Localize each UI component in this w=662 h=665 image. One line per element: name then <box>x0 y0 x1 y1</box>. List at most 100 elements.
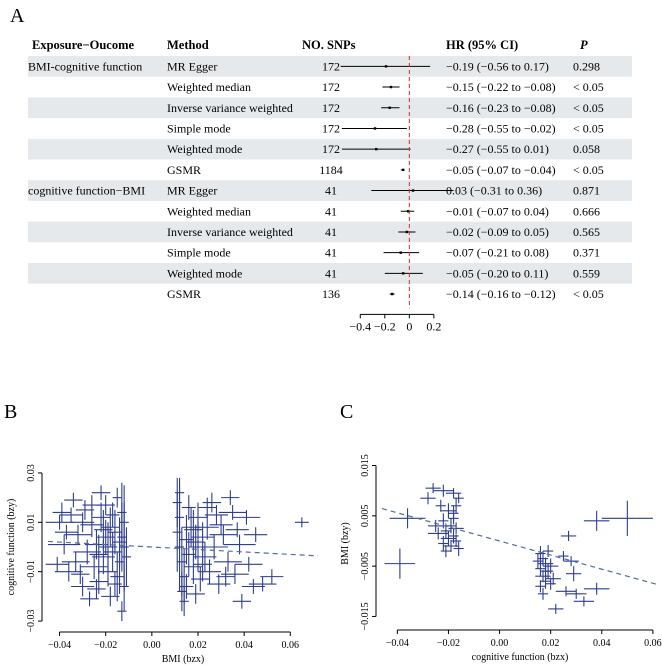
data-point <box>48 534 81 555</box>
data-point <box>193 547 212 582</box>
x-axis-label: cognitive function (bzx) <box>472 652 569 663</box>
row-method: GSMR <box>167 287 201 301</box>
row-hr: −0.16 (−0.23 to −0.08) <box>446 101 556 115</box>
data-point <box>75 500 95 520</box>
forest-rows: BMI-cognitive function MR Egger 172 −0.19 (… <box>28 59 604 301</box>
data-point <box>225 522 249 538</box>
row-hr: −0.01 (−0.07 to 0.04) <box>446 204 549 218</box>
row-method: Weighted mode <box>167 142 242 156</box>
data-point <box>45 556 69 572</box>
data-point <box>54 524 78 540</box>
data-point <box>96 519 115 555</box>
header-p: P <box>580 38 588 52</box>
data-point <box>563 556 579 567</box>
data-point <box>101 586 120 607</box>
plot-area <box>382 463 658 624</box>
data-point <box>601 500 653 536</box>
data-point <box>110 551 125 602</box>
row-method: Weighted median <box>167 204 251 218</box>
x-tick-label: 0.04 <box>235 640 253 651</box>
row-hr: −0.19 (−0.56 to 0.17) <box>446 59 549 73</box>
x-tick-label: 0 <box>406 319 412 333</box>
x-tick-label: −0.2 <box>374 319 396 333</box>
row-p: 0.666 <box>573 204 600 218</box>
y-tick-label: 0.015 <box>360 454 371 477</box>
point-estimate <box>384 65 388 68</box>
data-point <box>440 545 451 558</box>
point-estimate <box>402 168 405 172</box>
data-point <box>54 561 83 582</box>
data-point <box>425 483 441 494</box>
row-p: 0.058 <box>573 142 600 156</box>
data-point <box>181 495 196 520</box>
data-point <box>188 522 208 572</box>
y-tick-label: −0.015 <box>360 602 371 630</box>
row-stripe <box>28 180 632 201</box>
data-point <box>191 566 210 592</box>
row-snps: 172 <box>322 80 340 94</box>
data-point <box>186 584 205 604</box>
data-point <box>428 527 449 540</box>
row-p: 0.371 <box>573 246 600 260</box>
data-point <box>540 563 551 579</box>
scatter-plot-b: −0.04 −0.02 0.00 0.02 0.04 0.06 −0.03 −0.01 0.01… <box>6 464 319 665</box>
x-tick-label: 0.06 <box>282 640 300 651</box>
data-point <box>80 591 99 607</box>
data-point <box>583 510 610 531</box>
x-tick-label: −0.4 <box>349 319 371 333</box>
data-point <box>59 507 83 523</box>
point-estimate <box>406 210 410 213</box>
x-tick-label: 0.00 <box>491 638 509 649</box>
data-point <box>204 505 228 525</box>
data-point <box>94 509 113 550</box>
row-hr: 0.03 (−0.31 to 0.36) <box>446 184 542 198</box>
data-point <box>112 487 122 508</box>
data-point <box>198 559 222 585</box>
y-tick-label: 0.03 <box>26 464 37 482</box>
row-method: Inverse variance weighted <box>167 101 293 115</box>
data-point <box>108 571 122 597</box>
y-axis-label: cognitive function (bzy) <box>6 499 17 596</box>
point-estimate <box>388 106 391 109</box>
row-p: 0.565 <box>573 225 600 239</box>
x-tick-label: −0.02 <box>437 638 460 649</box>
row-p: < 0.05 <box>573 287 604 301</box>
row-method: Simple mode <box>167 246 231 260</box>
row-p: 0.871 <box>573 184 600 198</box>
row-hr: −0.02 (−0.09 to 0.05) <box>446 225 549 239</box>
y-tick-label: −0.03 <box>26 609 37 632</box>
row-stripe <box>28 56 632 77</box>
data-point <box>535 580 546 593</box>
data-point <box>214 551 242 572</box>
point-estimate <box>390 292 394 296</box>
data-point <box>184 509 203 550</box>
row-snps: 41 <box>325 204 337 218</box>
row-hr: −0.27 (−0.55 to 0.01) <box>446 142 549 156</box>
row-snps: 136 <box>322 287 340 301</box>
data-point <box>80 554 108 580</box>
data-point <box>453 540 464 557</box>
point-estimate <box>373 127 377 130</box>
forest-plot: Exposure−Oucome Method NO. SNPs HR (95% … <box>28 38 632 333</box>
data-point <box>234 556 263 572</box>
axes: −0.04 −0.02 0.00 0.02 0.04 0.06 −0.015 −0.005 0.… <box>340 454 662 663</box>
data-point <box>438 535 449 552</box>
x-tick-label: 0.2 <box>426 319 441 333</box>
data-point <box>244 527 268 543</box>
row-method: Inverse variance weighted <box>167 225 293 239</box>
data-point <box>260 569 284 585</box>
point-estimate <box>405 230 409 234</box>
data-point <box>52 502 72 523</box>
row-snps: 41 <box>325 266 337 280</box>
data-point <box>232 593 252 609</box>
fit-line <box>381 508 659 586</box>
data-point <box>545 572 561 585</box>
row-stripe <box>28 97 632 119</box>
x-tick-label: −0.04 <box>386 638 409 649</box>
row-exposure: BMI-cognitive function <box>28 59 142 73</box>
row-snps: 41 <box>325 225 337 239</box>
y-tick-label: 0.005 <box>360 505 371 528</box>
row-hr: −0.07 (−0.21 to 0.08) <box>446 246 549 260</box>
data-point <box>294 517 309 528</box>
header-method: Method <box>167 38 209 52</box>
